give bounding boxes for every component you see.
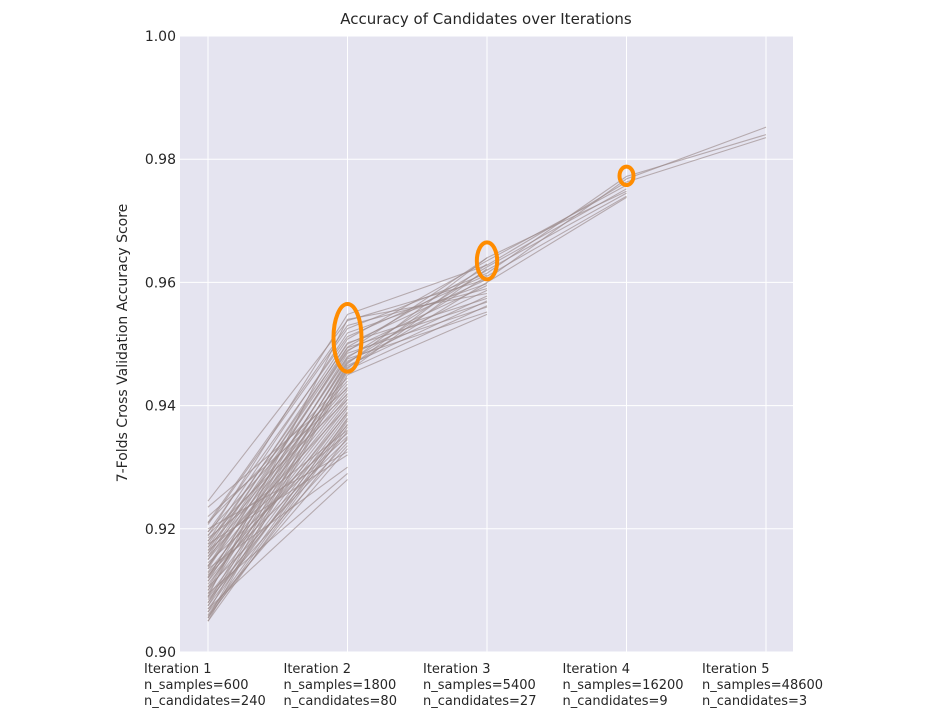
y-tick-label: 0.92 bbox=[145, 522, 176, 538]
x-tick-candidates: n_candidates=80 bbox=[284, 694, 397, 709]
candidate-series-line bbox=[207, 424, 348, 574]
candidate-series-line bbox=[207, 399, 348, 536]
candidate-series-line bbox=[207, 414, 348, 604]
candidate-series-line bbox=[207, 466, 348, 570]
candidate-series-line bbox=[207, 387, 348, 508]
candidate-series-line bbox=[207, 406, 348, 557]
y-tick-labels: 0.90 0.92 0.94 0.96 0.98 1.00 bbox=[145, 29, 176, 661]
x-tick-label: Iteration 2 bbox=[284, 662, 352, 677]
candidate-series-line bbox=[207, 431, 348, 599]
candidate-series-line bbox=[207, 289, 488, 570]
x-tick-label: Iteration 5 bbox=[702, 662, 770, 677]
x-tick-samples: n_samples=5400 bbox=[423, 678, 536, 693]
candidate-series-line bbox=[207, 134, 767, 525]
candidate-series-line bbox=[207, 399, 348, 573]
top-score-highlights bbox=[331, 164, 636, 374]
candidate-series-line bbox=[207, 412, 348, 582]
candidate-series-line bbox=[207, 405, 348, 585]
top-score-highlight bbox=[617, 164, 636, 188]
x-tick-samples: n_samples=1800 bbox=[284, 678, 397, 693]
x-tick-label: Iteration 3 bbox=[423, 662, 491, 677]
x-tick-samples: n_samples=600 bbox=[144, 678, 248, 693]
y-tick-label: 0.96 bbox=[145, 275, 176, 291]
candidate-series-line bbox=[207, 295, 488, 582]
x-tick-candidates: n_candidates=9 bbox=[563, 694, 668, 709]
y-tick-label: 0.90 bbox=[145, 645, 176, 661]
x-tick-label: Iteration 1 bbox=[144, 662, 212, 677]
candidate-series-line bbox=[207, 429, 348, 539]
y-tick-label: 0.94 bbox=[145, 399, 176, 415]
chart-title: Accuracy of Candidates over Iterations bbox=[340, 10, 632, 28]
x-tick-candidates: n_candidates=240 bbox=[144, 694, 266, 709]
candidate-series-line bbox=[207, 257, 488, 603]
candidate-series-line bbox=[207, 137, 767, 537]
candidate-lines bbox=[207, 126, 767, 622]
candidate-series-line bbox=[207, 300, 488, 594]
candidate-series-line bbox=[207, 448, 348, 613]
candidate-series-line bbox=[207, 278, 488, 545]
candidate-series-line bbox=[207, 451, 348, 530]
candidate-series-line bbox=[207, 263, 488, 613]
candidate-series-line bbox=[207, 472, 348, 594]
top-score-highlight bbox=[474, 240, 500, 282]
candidate-series-line bbox=[207, 437, 348, 617]
x-tick-candidates: n_candidates=3 bbox=[702, 694, 807, 709]
candidate-series-line bbox=[207, 394, 348, 517]
x-tick-samples: n_samples=16200 bbox=[563, 678, 684, 693]
x-tick-labels: Iteration 1n_samples=600n_candidates=240… bbox=[144, 662, 823, 709]
candidate-series-line bbox=[207, 380, 348, 533]
top-score-highlight bbox=[331, 301, 364, 374]
candidate-series-line bbox=[207, 285, 488, 557]
x-tick-samples: n_samples=48600 bbox=[702, 678, 823, 693]
candidate-series-line bbox=[207, 383, 348, 542]
candidate-series-line bbox=[207, 411, 348, 597]
candidate-series-line bbox=[207, 283, 488, 542]
y-tick-label: 0.98 bbox=[145, 152, 176, 168]
x-tick-label: Iteration 4 bbox=[563, 662, 631, 677]
x-tick-candidates: n_candidates=27 bbox=[423, 694, 536, 709]
candidate-series-line bbox=[207, 389, 348, 554]
y-axis-label: 7-Folds Cross Validation Accuracy Score bbox=[115, 204, 131, 483]
candidate-series-line bbox=[207, 195, 627, 578]
candidate-series-line bbox=[207, 274, 488, 533]
y-tick-label: 1.00 bbox=[145, 29, 176, 45]
candidate-series-line bbox=[207, 377, 348, 523]
candidate-series-line bbox=[207, 297, 488, 554]
